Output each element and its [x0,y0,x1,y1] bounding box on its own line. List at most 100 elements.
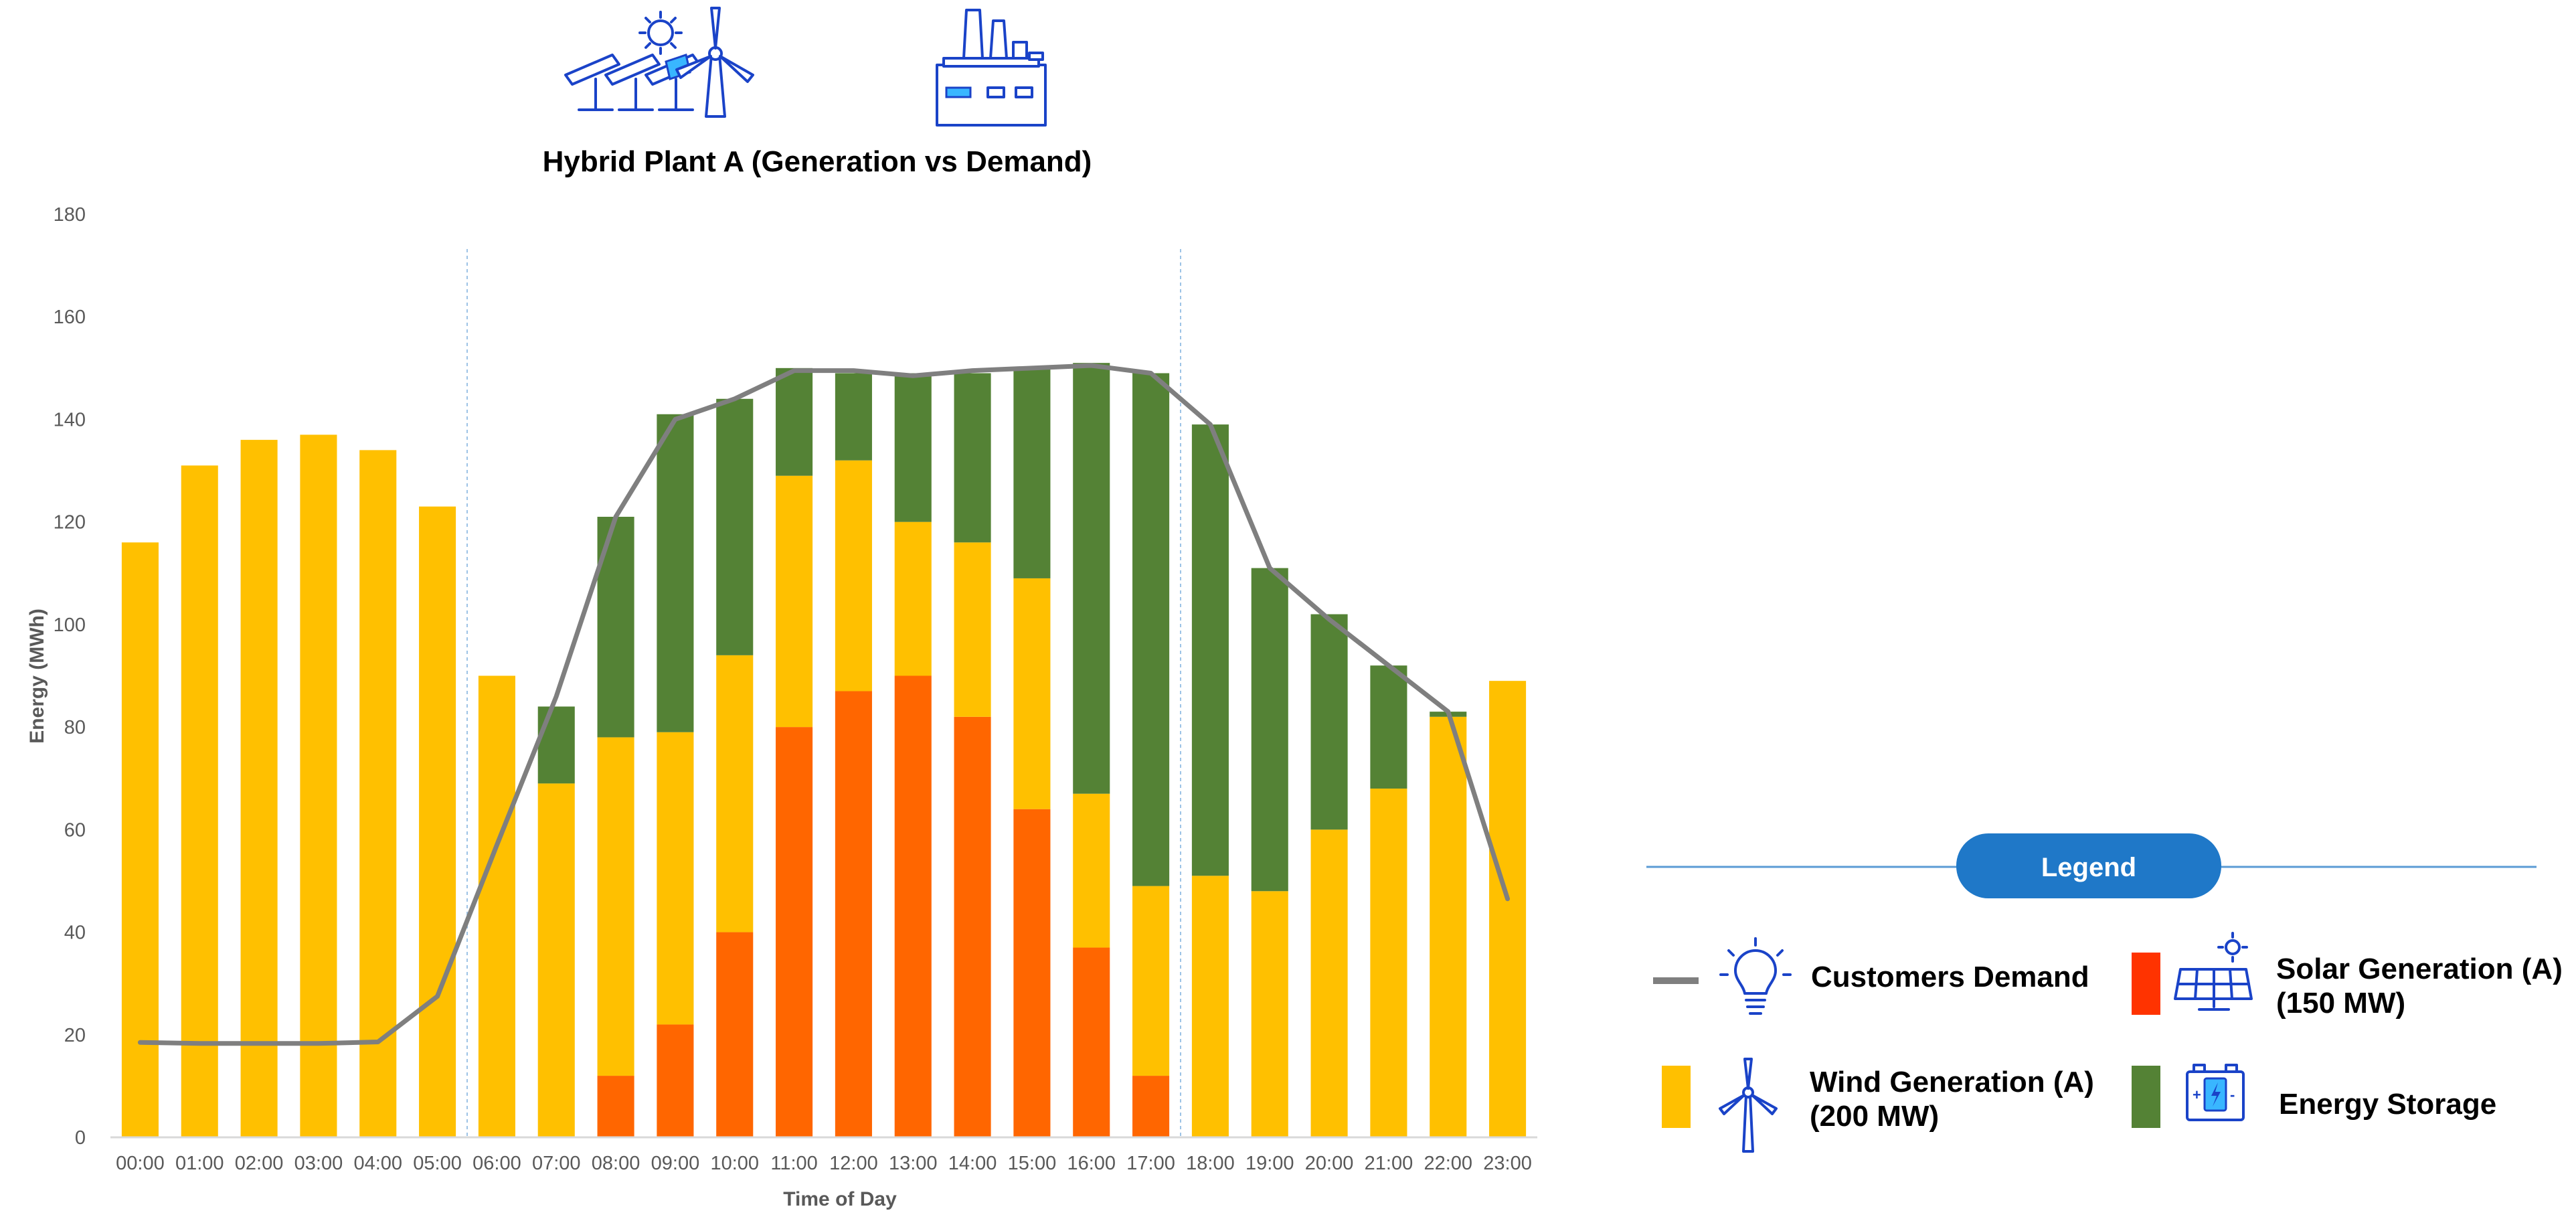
bar-wind [1073,793,1110,948]
bar-wind [835,460,872,691]
legend-label-solar-line-2: (150 MW) [2276,987,2405,1020]
x-tick-label: 14:00 [948,1153,997,1174]
bar-solar [894,675,932,1137]
x-tick-label: 03:00 [294,1153,343,1174]
bar-wind [1132,886,1170,1076]
y-tick-label: 180 [54,204,86,226]
bar-wind [300,434,337,1138]
y-tick-label: 60 [64,819,86,841]
x-tick-label: 10:00 [710,1153,759,1174]
lightbulb-icon [1719,937,1792,1015]
bar-storage [1073,363,1110,794]
x-tick-label: 02:00 [235,1153,284,1174]
factory-icon [936,9,1047,127]
demand-line [137,363,1511,1046]
bar-wind [419,506,456,1137]
x-tick-label: 13:00 [889,1153,938,1174]
battery-icon: + - [2186,1064,2245,1121]
legend-swatch-solar [2132,953,2160,1015]
bar-solar [597,1076,634,1137]
x-tick-label: 06:00 [473,1153,521,1174]
bar-solar [657,1024,694,1137]
x-tick-label: 05:00 [413,1153,462,1174]
x-tick-label: 20:00 [1305,1153,1354,1174]
bar-storage [835,373,872,461]
x-tick-label: 23:00 [1483,1153,1532,1174]
bar-wind [478,675,515,1137]
bar-solar [716,932,754,1137]
y-tick-label: 80 [64,717,86,738]
x-tick-label: 15:00 [1008,1153,1057,1174]
y-tick-label: 0 [75,1127,86,1149]
bar-wind [240,440,278,1137]
bar-wind [657,732,694,1025]
bar-solar [1013,809,1051,1137]
legend-swatch-wind [1662,1066,1691,1128]
x-tick-label: 09:00 [651,1153,700,1174]
y-tick-label: 140 [54,409,86,430]
bar-wind [1251,891,1288,1137]
x-tick-label: 18:00 [1186,1153,1235,1174]
y-tick-label: 100 [54,615,86,636]
bar-wind [537,783,575,1137]
y-tick-label: 160 [54,307,86,328]
x-tick-label: 21:00 [1365,1153,1413,1174]
bar-wind [716,655,754,932]
x-tick-label: 01:00 [175,1153,224,1174]
bar-storage [1013,368,1051,578]
bar-wind [1489,681,1527,1137]
x-axis-title: Time of Day [783,1188,897,1210]
x-tick-label: 12:00 [829,1153,878,1174]
bar-storage [1310,614,1348,830]
bar-wind [894,521,932,676]
x-tick-label: 22:00 [1424,1153,1472,1174]
bar-wind [954,542,991,717]
bar-storage [1251,568,1288,892]
bar-wind [121,542,159,1137]
bar-storage [657,414,694,732]
bar-wind [181,465,218,1137]
bar-storage [776,368,813,476]
bar-storage [1370,665,1407,789]
x-tick-label: 19:00 [1246,1153,1294,1174]
bar-wind [359,450,397,1137]
y-tick-label: 120 [54,512,86,534]
bar-wind [1191,876,1229,1137]
bar-storage [1191,424,1229,876]
y-tick-label: 40 [64,922,86,944]
legend-label-wind-line-2: (200 MW) [1810,1100,1939,1133]
bar-solar [835,691,872,1137]
solar-wind-plant-icon [564,7,754,118]
legend-label-solar-line-1: Solar Generation (A) [2276,953,2563,985]
x-tick-label: 16:00 [1067,1153,1116,1174]
svg-text:+: + [2193,1086,2201,1103]
x-tick-label: 07:00 [532,1153,581,1174]
legend: Legend Customers Demand [1646,833,2563,1153]
y-axis-title: Energy (MWh) [26,608,48,744]
x-tick-label: 00:00 [116,1153,165,1174]
svg-text:-: - [2230,1086,2235,1103]
bar-solar [954,716,991,1137]
legend-label-demand: Customers Demand [1811,961,2089,993]
legend-label-wind-line-1: Wind Generation (A) [1810,1066,2094,1098]
bar-wind [1013,578,1051,809]
y-tick-label: 20 [64,1025,86,1046]
bar-storage [954,373,991,543]
bar-storage [716,398,754,655]
bar-solar [1132,1076,1170,1137]
bar-storage [1132,373,1170,886]
x-tick-label: 04:00 [353,1153,402,1174]
bar-wind [1310,829,1348,1137]
bar-storage [894,373,932,522]
x-tick-label: 11:00 [770,1153,817,1174]
wind-turbine-icon [1719,1058,1778,1153]
solar-panel-icon [2174,932,2253,1011]
x-tick-label: 17:00 [1126,1153,1175,1174]
bar-wind [776,475,813,728]
bar-solar [1073,947,1110,1137]
bar-storage [537,706,575,784]
bar-wind [1430,716,1467,1137]
bar-wind [1370,789,1407,1137]
chart-title: Hybrid Plant A (Generation vs Demand) [543,145,1092,178]
